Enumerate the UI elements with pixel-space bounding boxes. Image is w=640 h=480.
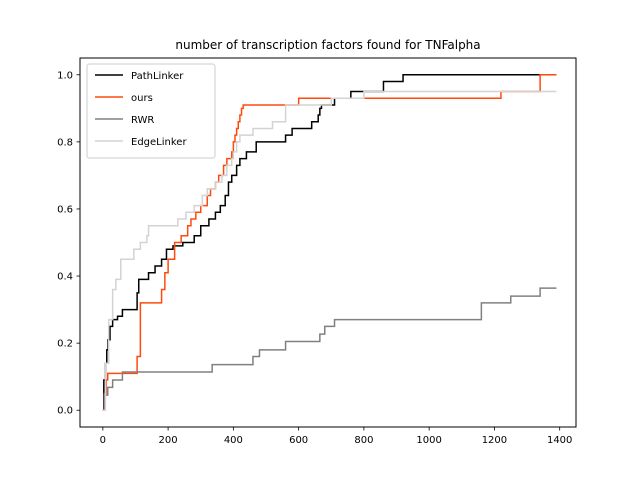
y-tick-label: 0.0 xyxy=(57,406,73,417)
series-line-rwr xyxy=(102,287,557,411)
series-line-pathlinker xyxy=(102,74,557,411)
x-tick-label: 1000 xyxy=(416,435,441,446)
x-tick-label: 1400 xyxy=(547,435,572,446)
legend-label-edgelinker: EdgeLinker xyxy=(131,137,187,148)
y-tick-label: 0.6 xyxy=(57,204,73,215)
y-tick-label: 0.4 xyxy=(57,272,73,283)
x-tick-label: 600 xyxy=(289,435,308,446)
legend-label-pathlinker: PathLinker xyxy=(131,71,184,82)
chart-title: number of transcription factors found fo… xyxy=(175,38,480,52)
x-tick-label: 400 xyxy=(224,435,243,446)
legend: PathLinker ours RWR EdgeLinker xyxy=(86,63,216,159)
x-tick-label: 200 xyxy=(159,435,178,446)
x-tick-label: 0 xyxy=(100,435,106,446)
x-tick-label: 800 xyxy=(354,435,373,446)
plot-frame xyxy=(79,57,577,428)
series-line-edgelinker xyxy=(102,90,557,411)
legend-box xyxy=(86,63,216,159)
y-tick-label: 1.0 xyxy=(57,70,73,81)
y-tick-label: 0.2 xyxy=(57,339,73,350)
x-tick-label: 1200 xyxy=(482,435,507,446)
x-axis: 0 200 400 600 800 1000 1200 1400 xyxy=(100,427,572,446)
plot-lines xyxy=(102,74,557,411)
y-axis: 0.0 0.2 0.4 0.6 0.8 1.0 xyxy=(57,70,80,417)
legend-label-ours: ours xyxy=(131,93,153,104)
y-tick-label: 0.8 xyxy=(57,137,73,148)
legend-label-rwr: RWR xyxy=(131,115,154,126)
